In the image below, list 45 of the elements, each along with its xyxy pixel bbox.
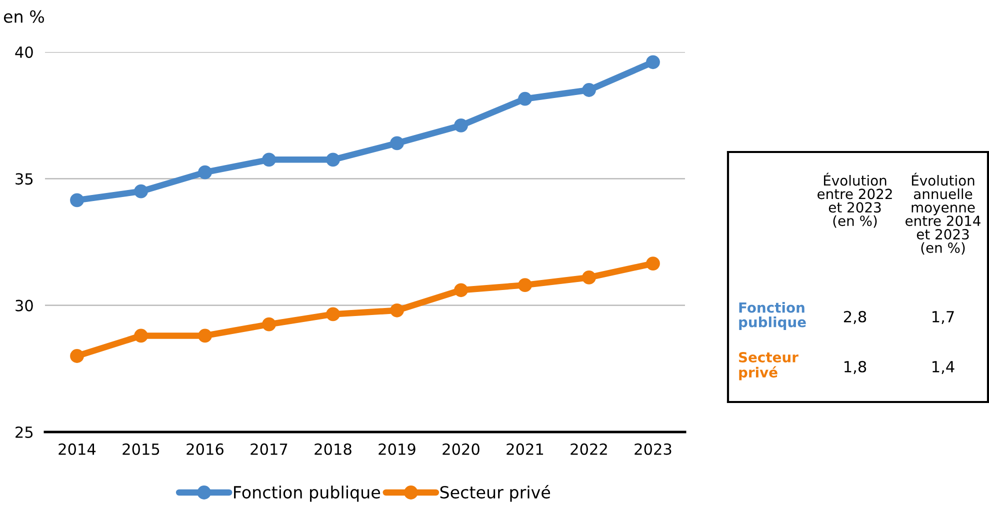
- legend-label: Secteur privé: [440, 485, 550, 502]
- point: [326, 307, 340, 322]
- category-label: Évolution entre 2022 et 2023 (en %): [818, 172, 892, 228]
- point: [198, 165, 212, 180]
- x-tick-label: 2023: [634, 443, 672, 455]
- x-tick-label: 2017: [250, 443, 288, 455]
- x-tick-label: 2018: [314, 443, 352, 455]
- x-tick-label: 2016: [186, 443, 224, 455]
- text: 1,7: [932, 311, 954, 324]
- y-tick-label: 35: [16, 173, 33, 185]
- point: [390, 136, 404, 150]
- point: [262, 317, 276, 332]
- x-tick-label: 2014: [58, 443, 96, 455]
- y-tick-label: 25: [16, 426, 33, 438]
- point: [646, 55, 660, 70]
- point: [454, 118, 468, 132]
- point: [454, 283, 468, 298]
- point: [582, 270, 596, 284]
- point: [326, 152, 340, 167]
- text: 2,8: [844, 310, 866, 324]
- x-tick-label: 2021: [506, 443, 544, 455]
- x-tick-label: 2019: [378, 443, 416, 455]
- point: [134, 328, 148, 343]
- point: [70, 193, 84, 208]
- y-tick-label: 40: [15, 46, 33, 58]
- category-label: Secteur privé: [738, 352, 798, 380]
- y-tick-label: 30: [16, 300, 33, 312]
- x-tick-label: 2020: [442, 443, 480, 455]
- x-tick-label: 2015: [122, 443, 160, 455]
- legend-label: Fonction publique: [234, 486, 380, 502]
- category-label: Évolution annuelle moyenne entre 2014 et 2023 (en %): [906, 172, 980, 255]
- x-tick-label: 2022: [570, 443, 607, 455]
- point: [518, 278, 532, 292]
- y-axis-title: en %: [4, 10, 44, 23]
- text: 1,8: [844, 360, 866, 374]
- category-label: Fonction publique: [739, 302, 806, 330]
- text: 1,4: [932, 361, 954, 374]
- point: [390, 303, 404, 318]
- point: [262, 152, 276, 167]
- point: [646, 256, 660, 270]
- point: [134, 184, 148, 198]
- point: [70, 349, 84, 363]
- point: [582, 83, 596, 97]
- point: [198, 328, 212, 343]
- point: [518, 92, 532, 106]
